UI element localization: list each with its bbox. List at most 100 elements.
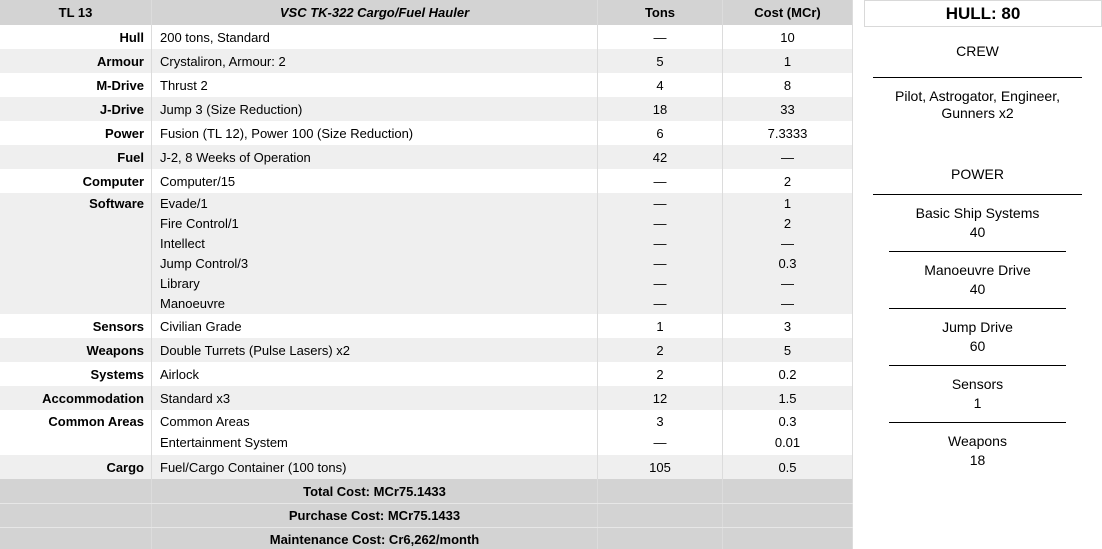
row-cost[interactable]: 5 — [723, 338, 853, 362]
table-row-j-drive: J-Drive Jump 3 (Size Reduction) 18 33 — [0, 97, 853, 121]
summary-blank-tons[interactable] — [598, 528, 723, 549]
summary-blank-cost[interactable] — [723, 504, 853, 527]
row-description[interactable]: 200 tons, Standard — [152, 25, 598, 49]
power-divider — [873, 194, 1082, 195]
row-tons[interactable]: 6 — [598, 121, 723, 145]
row-label[interactable]: Sensors — [0, 314, 152, 338]
summary-blank-tons[interactable] — [598, 479, 723, 503]
row-tons[interactable]: 2 — [598, 362, 723, 386]
row-description[interactable]: Crystaliron, Armour: 2 — [152, 49, 598, 73]
row-label[interactable]: Computer — [0, 169, 152, 193]
row-tons[interactable]: — — — — — — — [598, 193, 723, 314]
row-cost[interactable]: 0.2 — [723, 362, 853, 386]
row-label[interactable]: Power — [0, 121, 152, 145]
hull-points-cell[interactable]: HULL: 80 — [864, 0, 1102, 27]
header-ship-name[interactable]: VSC TK-322 Cargo/Fuel Hauler — [152, 0, 598, 25]
row-cost[interactable]: 7.3333 — [723, 121, 853, 145]
row-tons[interactable]: 105 — [598, 455, 723, 479]
row-description[interactable]: Civilian Grade — [152, 314, 598, 338]
power-item-manoeuvre-drive[interactable]: Manoeuvre Drive 40 — [853, 261, 1102, 299]
purchase-cost-cell[interactable]: Purchase Cost: MCr75.1433 — [152, 504, 598, 527]
summary-blank-label[interactable] — [0, 504, 152, 527]
crew-heading[interactable]: CREW — [956, 43, 999, 59]
power-item-name: Jump Drive — [942, 319, 1013, 335]
row-description[interactable]: Fuel/Cargo Container (100 tons) — [152, 455, 598, 479]
power-item-name: Weapons — [948, 433, 1007, 449]
row-cost[interactable]: 1 2—0.3— — — [723, 193, 853, 314]
row-tons[interactable]: 1 — [598, 314, 723, 338]
row-tons[interactable]: 3— — [598, 410, 723, 455]
row-cost[interactable]: 0.5 — [723, 455, 853, 479]
row-label[interactable]: Fuel — [0, 145, 152, 169]
header-tons[interactable]: Tons — [598, 0, 723, 25]
row-label[interactable]: Common Areas — [0, 410, 152, 455]
row-description[interactable]: Fusion (TL 12), Power 100 (Size Reductio… — [152, 121, 598, 145]
power-item-divider — [889, 422, 1066, 423]
row-description[interactable]: Jump 3 (Size Reduction) — [152, 97, 598, 121]
row-label[interactable]: Systems — [0, 362, 152, 386]
row-cost[interactable]: 10 — [723, 25, 853, 49]
row-label[interactable]: Accommodation — [0, 386, 152, 410]
row-label[interactable]: Weapons — [0, 338, 152, 362]
row-tons[interactable]: 18 — [598, 97, 723, 121]
row-label[interactable]: J-Drive — [0, 97, 152, 121]
power-item-value: 18 — [969, 452, 986, 468]
crew-line: Gunners x2 — [941, 105, 1014, 121]
row-cost[interactable]: 3 — [723, 314, 853, 338]
row-description[interactable]: Double Turrets (Pulse Lasers) x2 — [152, 338, 598, 362]
row-cost[interactable]: 1.5 — [723, 386, 853, 410]
header-cost[interactable]: Cost (MCr) — [723, 0, 853, 25]
row-tons[interactable]: 2 — [598, 338, 723, 362]
row-cost[interactable]: 2 — [723, 169, 853, 193]
maintenance-cost-cell[interactable]: Maintenance Cost: Cr6,262/month — [152, 528, 598, 549]
row-tons[interactable]: 12 — [598, 386, 723, 410]
row-cost[interactable]: 1 — [723, 49, 853, 73]
power-item-jump-drive[interactable]: Jump Drive 60 — [853, 318, 1102, 356]
summary-blank-tons[interactable] — [598, 504, 723, 527]
row-label[interactable]: Armour — [0, 49, 152, 73]
power-item-basic-ship-systems[interactable]: Basic Ship Systems 40 — [853, 204, 1102, 242]
power-item-divider — [889, 365, 1066, 366]
crew-list[interactable]: Pilot, Astrogator, Engineer, Gunners x2 — [853, 88, 1102, 122]
table-row-cargo: Cargo Fuel/Cargo Container (100 tons) 105 0… — [0, 455, 853, 479]
row-description[interactable]: Standard x3 — [152, 386, 598, 410]
row-tons[interactable]: — — [598, 25, 723, 49]
row-cost[interactable]: 33 — [723, 97, 853, 121]
summary-blank-label[interactable] — [0, 528, 152, 549]
row-description[interactable]: Computer/15 — [152, 169, 598, 193]
table-row-sensors: Sensors Civilian Grade 1 3 — [0, 314, 853, 338]
table-row-hull: Hull 200 tons, Standard —10 — [0, 25, 853, 49]
row-cost[interactable]: 8 — [723, 73, 853, 97]
summary-blank-cost[interactable] — [723, 479, 853, 503]
maintenance-cost-row: Maintenance Cost: Cr6,262/month — [0, 527, 853, 549]
row-tons[interactable]: 4 — [598, 73, 723, 97]
row-description[interactable]: J-2, 8 Weeks of Operation — [152, 145, 598, 169]
row-cost[interactable]: — — [723, 145, 853, 169]
header-tech-level[interactable]: TL 13 — [0, 0, 152, 25]
table-row-weapons: Weapons Double Turrets (Pulse Lasers) x2 2… — [0, 338, 853, 362]
row-label[interactable]: Cargo — [0, 455, 152, 479]
row-label[interactable]: Software — [0, 193, 152, 314]
row-description[interactable]: Common Areas Entertainment System — [152, 410, 598, 455]
summary-blank-label[interactable] — [0, 479, 152, 503]
power-heading[interactable]: POWER — [951, 166, 1004, 182]
row-label[interactable]: Hull — [0, 25, 152, 49]
summary-blank-cost[interactable] — [723, 528, 853, 549]
purchase-cost-row: Purchase Cost: MCr75.1433 — [0, 503, 853, 527]
table-row-fuel: Fuel J-2, 8 Weeks of Operation 42— — [0, 145, 853, 169]
row-description[interactable]: Airlock — [152, 362, 598, 386]
row-tons[interactable]: 5 — [598, 49, 723, 73]
total-cost-cell[interactable]: Total Cost: MCr75.1433 — [152, 479, 598, 503]
power-item-sensors[interactable]: Sensors 1 — [853, 375, 1102, 413]
row-label[interactable]: M-Drive — [0, 73, 152, 97]
row-tons[interactable]: — — [598, 169, 723, 193]
table-row-common-areas: Common Areas Common Areas Entertainment Sy… — [0, 410, 853, 455]
ship-stats-panel: HULL: 80 CREW Pilot, Astrogator, Enginee… — [853, 0, 1102, 549]
row-description[interactable]: Evade/1 Fire Control/1 Intellect Jump Contr… — [152, 193, 598, 314]
row-tons[interactable]: 42 — [598, 145, 723, 169]
power-item-weapons[interactable]: Weapons 18 — [853, 432, 1102, 470]
row-cost[interactable]: 0.3 0.01 — [723, 410, 853, 455]
row-description[interactable]: Thrust 2 — [152, 73, 598, 97]
